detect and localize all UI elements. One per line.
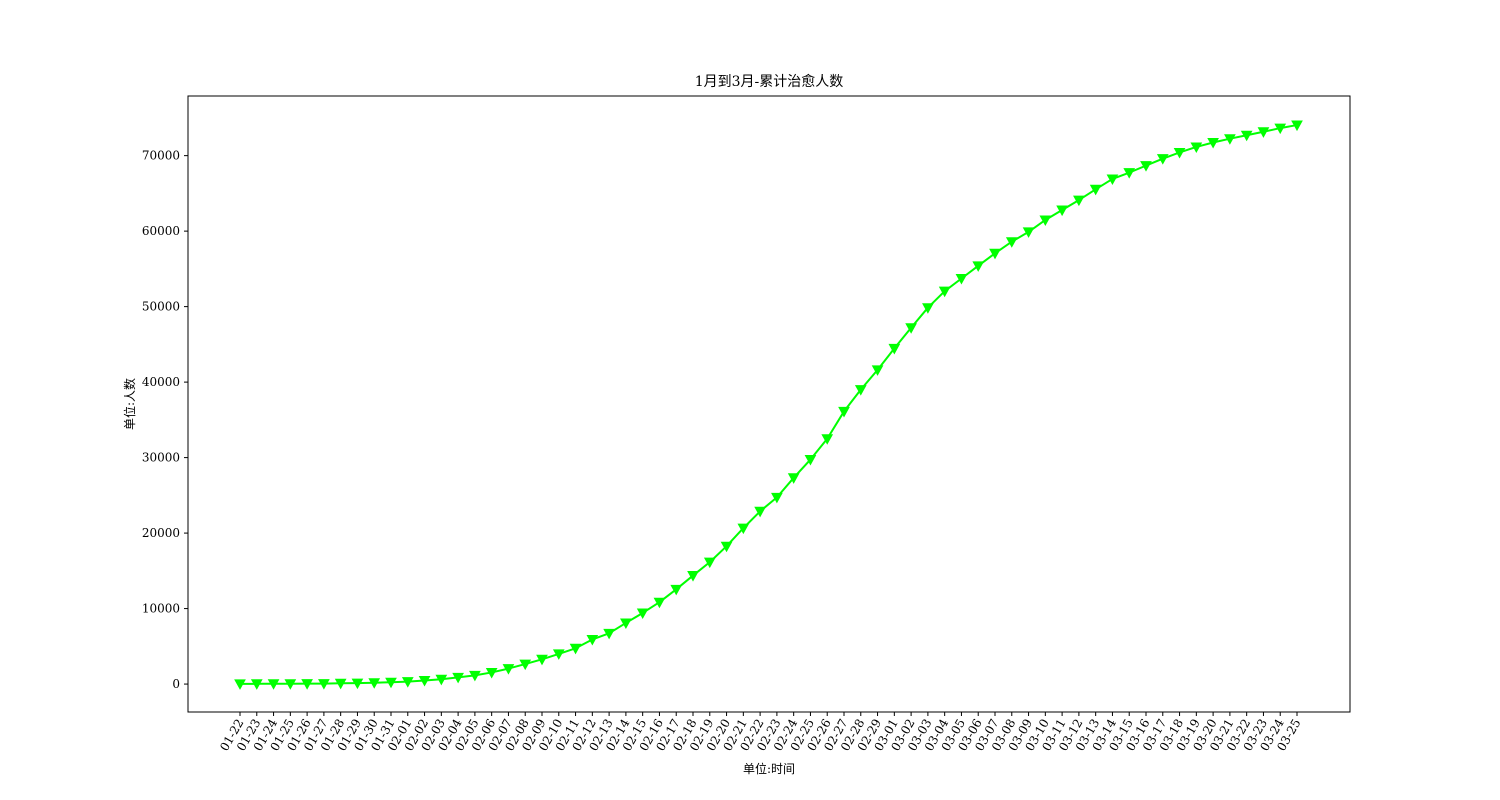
data-point-marker xyxy=(955,273,968,285)
x-axis-title: 单位:时间 xyxy=(743,761,795,776)
data-point-marker xyxy=(687,571,699,582)
data-point-marker xyxy=(519,659,532,671)
data-point-marker xyxy=(1190,142,1203,153)
data-point-marker xyxy=(754,506,766,518)
data-point-marker xyxy=(771,492,783,504)
data-point-marker xyxy=(1106,174,1119,185)
data-point-marker xyxy=(972,261,985,272)
data-point-marker xyxy=(838,406,850,418)
data-point-marker xyxy=(787,473,800,484)
data-point-marker xyxy=(636,608,649,619)
data-point-marker xyxy=(1123,168,1136,179)
series-line xyxy=(239,124,1298,685)
y-tick-label: 50000 xyxy=(142,300,180,314)
data-point-marker xyxy=(720,541,733,553)
data-point-marker xyxy=(737,523,750,535)
data-point-marker xyxy=(1274,123,1287,135)
data-point-marker xyxy=(1207,138,1219,149)
data-point-marker xyxy=(804,455,817,466)
data-point-marker xyxy=(234,679,246,690)
data-point-marker xyxy=(1224,134,1236,145)
data-point-marker xyxy=(552,649,565,660)
data-point-marker xyxy=(905,323,917,334)
data-point-marker xyxy=(1089,184,1102,196)
data-point-marker xyxy=(368,678,381,689)
data-point-marker xyxy=(1257,127,1270,138)
chart-title: 1月到3月-累计治愈人数 xyxy=(695,74,844,90)
data-point-marker xyxy=(1073,195,1085,207)
data-point-marker xyxy=(267,679,280,690)
data-point-marker xyxy=(569,643,582,655)
y-axis: 0 10000 20000 30000 40000 50000 60000 70000 xyxy=(142,149,188,691)
y-tick-label: 0 xyxy=(172,677,180,691)
plot-frame xyxy=(187,95,1351,713)
y-tick-label: 60000 xyxy=(142,224,180,238)
x-axis: 01-2201-2301-2401-2501-2601-2701-2801-29… xyxy=(217,712,1304,753)
data-point-marker xyxy=(938,286,951,298)
data-point-marker xyxy=(888,343,901,355)
data-point-marker xyxy=(284,679,297,690)
data-point-marker xyxy=(1039,215,1052,227)
data-point-marker xyxy=(586,634,599,646)
data-point-marker xyxy=(1022,227,1035,238)
data-point-marker xyxy=(1056,205,1068,217)
data-point-marker xyxy=(318,679,330,690)
data-point-marker xyxy=(469,670,481,682)
data-point-marker xyxy=(603,628,615,640)
data-point-marker xyxy=(670,584,683,596)
y-tick-label: 40000 xyxy=(142,375,180,389)
data-point-marker xyxy=(871,365,884,376)
data-point-marker xyxy=(922,303,934,314)
data-point-marker xyxy=(989,248,1001,260)
data-point-marker xyxy=(1140,161,1152,172)
series-markers xyxy=(234,120,1303,690)
data-point-marker xyxy=(1005,237,1018,248)
data-point-marker xyxy=(452,672,464,684)
data-point-marker xyxy=(435,674,448,686)
data-point-marker xyxy=(854,385,867,396)
data-point-marker xyxy=(385,677,397,689)
data-point-marker xyxy=(351,678,364,690)
data-point-marker xyxy=(821,434,834,445)
series-polyline xyxy=(239,124,1298,685)
data-point-marker xyxy=(301,679,313,690)
y-tick-label: 30000 xyxy=(142,451,180,465)
data-point-marker xyxy=(653,597,666,609)
y-tick-label: 20000 xyxy=(142,526,180,540)
data-point-marker xyxy=(485,667,498,679)
y-tick-label: 70000 xyxy=(142,149,180,163)
data-point-marker xyxy=(401,677,414,688)
data-point-marker xyxy=(1291,120,1303,132)
data-point-marker xyxy=(250,679,263,690)
data-point-marker xyxy=(536,654,548,666)
data-point-marker xyxy=(334,678,347,690)
data-point-marker xyxy=(502,664,515,675)
y-tick-label: 10000 xyxy=(142,602,180,616)
data-point-marker xyxy=(1173,147,1186,159)
data-point-marker xyxy=(1240,130,1253,142)
y-axis-title: 单位:人数 xyxy=(122,378,137,430)
data-point-marker xyxy=(418,675,431,687)
data-point-marker xyxy=(1156,154,1169,165)
data-point-marker xyxy=(620,618,632,629)
data-point-marker xyxy=(703,557,716,569)
